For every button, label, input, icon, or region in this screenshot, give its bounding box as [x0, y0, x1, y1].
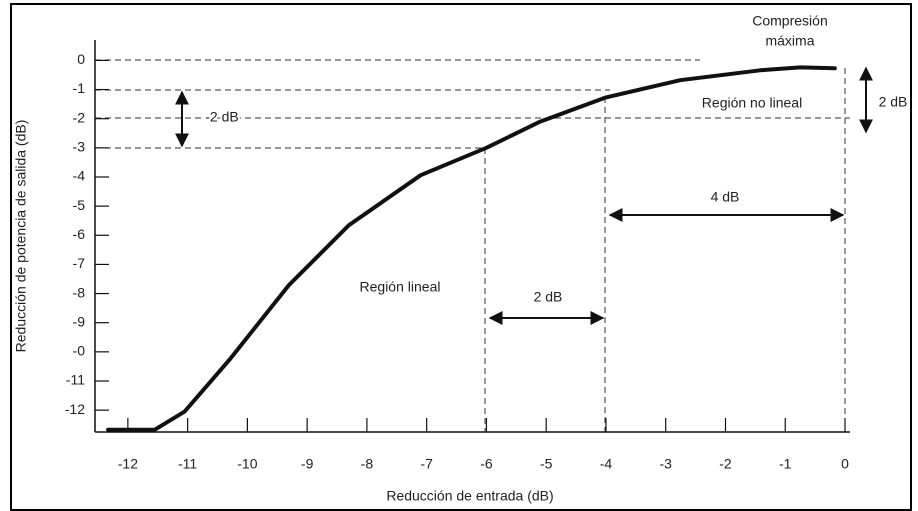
x-tick-label: -12	[118, 456, 138, 472]
x-tick-label: -3	[659, 456, 672, 472]
x-tick-label: -9	[301, 456, 314, 472]
y-axis-label: Reducción de potencia de salida (dB)	[13, 120, 29, 353]
x-tick-label: -10	[237, 456, 257, 472]
x-tick-label: -7	[420, 456, 433, 472]
annotation: 2 dB	[879, 94, 908, 110]
y-tick-label: -0	[73, 343, 86, 359]
annotation: Región lineal	[360, 279, 441, 295]
curve	[106, 65, 837, 432]
guides	[95, 59, 873, 432]
annotation: Región no lineal	[702, 95, 802, 111]
x-tick-label: -8	[361, 456, 374, 472]
y-tick-label: -4	[73, 168, 86, 184]
y-tick-label: -7	[73, 255, 86, 271]
x-tick-label: -1	[779, 456, 792, 472]
y-tick-label: -8	[73, 284, 86, 300]
frame	[10, 3, 912, 511]
annotation: -2 dB	[205, 109, 238, 125]
x-tick-label: -5	[540, 456, 553, 472]
annotation: máxima	[765, 33, 814, 49]
y-tick-label: -12	[65, 401, 85, 417]
y-tick-label: -3	[73, 139, 86, 155]
x-tick-label: 0	[841, 456, 849, 472]
y-tick-label: -2	[73, 109, 86, 125]
x-tick-label: -2	[719, 456, 732, 472]
x-tick-label: -4	[600, 456, 613, 472]
x-tick-label: -11	[178, 456, 197, 472]
y-tick-label: -1	[73, 80, 86, 96]
x-axis-label: Reducción de entrada (dB)	[386, 488, 553, 504]
annotation: 2 dB	[534, 289, 563, 305]
y-tick-label: -5	[73, 197, 86, 213]
y-tick-label: -11	[66, 372, 85, 388]
y-tick-label: -9	[73, 313, 86, 329]
annotation: Compresión	[752, 13, 827, 29]
y-tick-label: -6	[73, 226, 86, 242]
y-tick-label: 0	[77, 51, 85, 67]
x-tick-label: -6	[480, 456, 493, 472]
annotation: 4 dB	[711, 189, 740, 205]
